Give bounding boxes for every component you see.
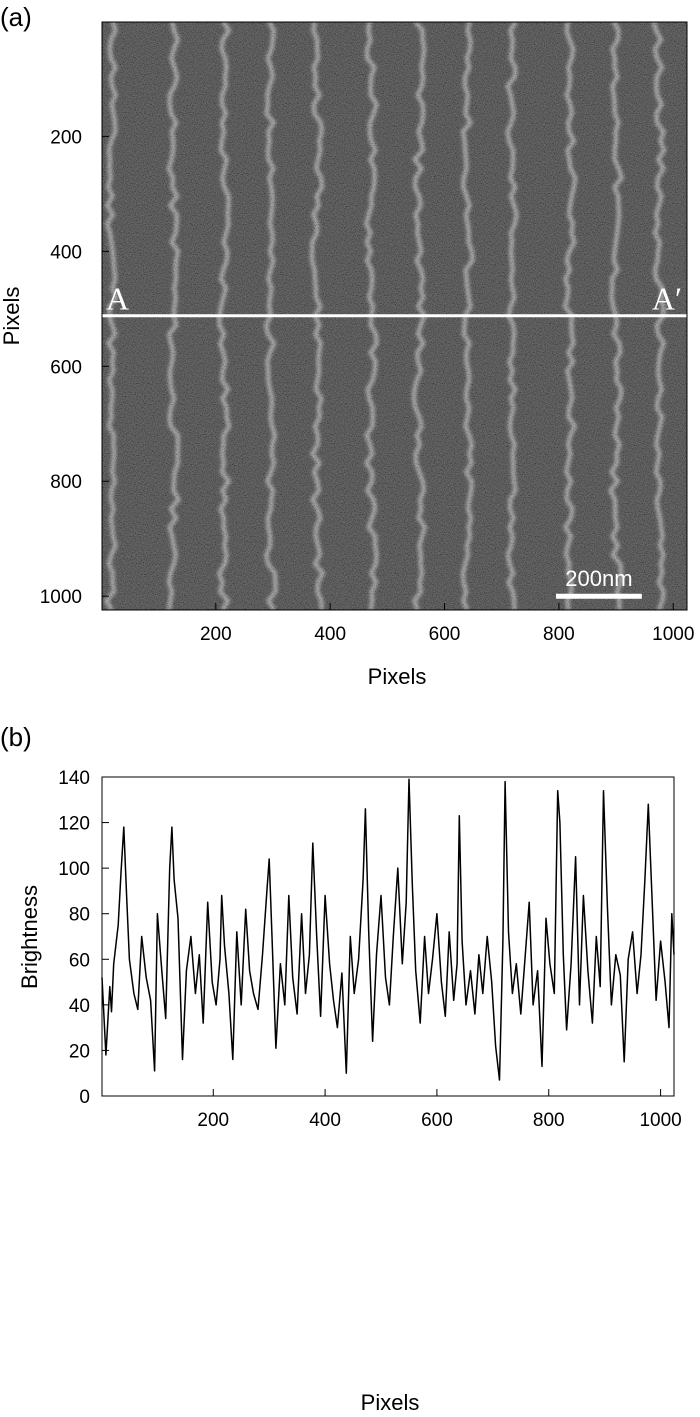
y-tick-label: 1000	[40, 587, 82, 608]
y-tick-label: 60	[69, 950, 90, 971]
x-tick-label: 200	[197, 1110, 229, 1131]
x-tick-label: 1000	[652, 624, 694, 645]
y-tick-label: 400	[50, 242, 82, 263]
brightness-series-line	[101, 778, 675, 1081]
x-tick-label: 600	[421, 1110, 453, 1131]
y-tick-label: 80	[69, 905, 90, 926]
scale-bar-label: 200nm	[565, 566, 632, 591]
y-tick-label: 100	[58, 859, 90, 880]
y-tick-label: 800	[50, 472, 82, 493]
y-tick-label: 120	[58, 814, 90, 835]
x-tick-label: 400	[309, 1110, 341, 1131]
y-tick-label: 0	[79, 1087, 90, 1108]
panel-a-x-ticks: 200 400 600 800 1000	[200, 603, 694, 645]
panel-a-y-axis-label: Pixels	[0, 287, 24, 346]
cut-line-start-label: A	[106, 281, 129, 317]
panel-a-x-axis-label: Pixels	[368, 664, 427, 689]
panel-a-sem-image: (a) A A′ 200nm 200 400 600 800 1000 200 400 60…	[0, 2, 694, 689]
y-tick-label: 20	[69, 1041, 90, 1062]
x-tick-label: 600	[429, 624, 461, 645]
panel-a-label: (a)	[0, 2, 32, 32]
y-tick-label: 600	[50, 357, 82, 378]
panel-b-plot-area	[101, 776, 675, 1097]
panel-b-y-axis-label: Brightness	[17, 885, 42, 989]
panel-b-y-ticks: 0 20 40 60 80 100 120 140	[58, 768, 109, 1108]
x-tick-label: 800	[533, 1110, 565, 1131]
y-tick-label: 200	[50, 127, 82, 148]
panel-b-label: (b)	[0, 722, 32, 752]
x-tick-label: 200	[200, 624, 232, 645]
cut-line-end-label: A′	[652, 281, 682, 317]
panel-b-x-ticks: 200 400 600 800 1000	[197, 1089, 682, 1131]
x-tick-label: 800	[543, 624, 575, 645]
panel-a-y-ticks: 200 400 600 800 1000	[40, 127, 109, 608]
panel-b-brightness-profile: (b) 200 400 600 800 1000 020406080100120140 …	[0, 722, 682, 1415]
x-tick-label: 1000	[639, 1110, 681, 1131]
x-tick-label: 400	[314, 624, 346, 645]
panel-b-x-axis-label: Pixels	[361, 1390, 420, 1415]
y-tick-label: 40	[69, 996, 90, 1017]
y-tick-label: 140	[58, 768, 90, 789]
panel-a-frame	[101, 21, 688, 611]
